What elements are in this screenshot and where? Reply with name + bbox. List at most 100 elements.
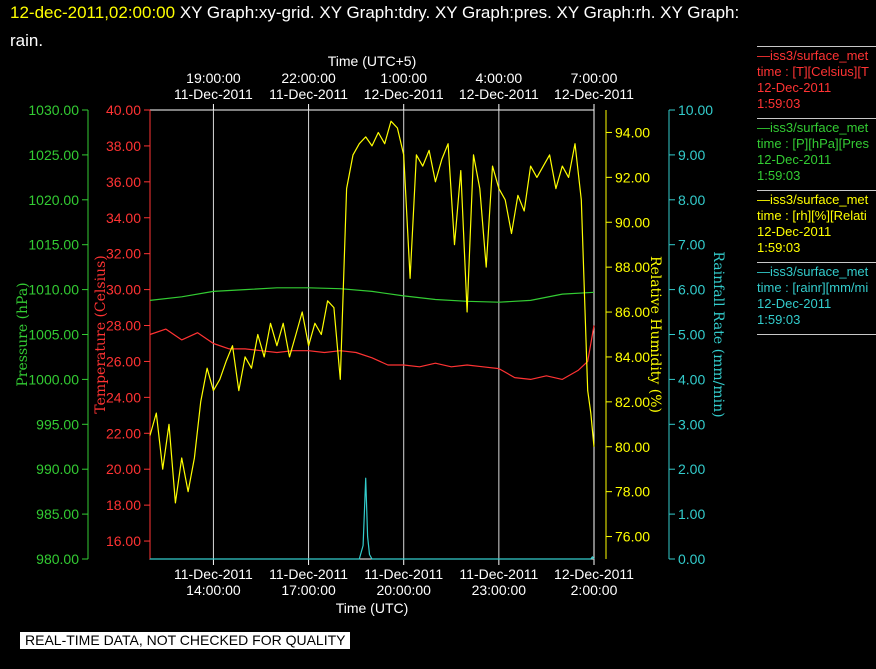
legend-entry-line1: —iss3/surface_met [757,264,869,279]
y-tick-label-temperature: 16.00 [106,533,141,549]
quality-banner: REAL-TIME DATA, NOT CHECKED FOR QUALITY [20,632,351,649]
x-tick-label: 14:00:00 [186,582,241,598]
series-line-temperature [149,325,595,380]
x-tick-label: 23:00:00 [472,582,527,598]
x-top-tick-label: 7:00:00 [571,70,618,86]
legend-entry-line3: 12-Dec-2011 [757,80,832,95]
legend-entry-line2: time : [rainr][mm/mi [757,280,869,295]
y-tick-label-rain: 9.00 [678,147,705,163]
x-top-axis-title: Time (UTC+5) [328,53,417,69]
y-tick-label-pressure: 1015.00 [28,237,79,253]
x-top-tick-label: 1:00:00 [380,70,427,86]
legend-entry-line4: 1:59:03 [757,168,801,183]
header-date: 12-dec-2011,02:00:00 [10,3,176,22]
series-line-rain [150,477,595,560]
x-top-tick-label: 12-Dec-2011 [554,86,634,102]
y-tick-label-humidity: 90.00 [615,214,650,230]
y-tick-label-temperature: 32.00 [106,246,141,262]
legend-entry-line4: 1:59:03 [757,96,801,111]
legend-entry-line3: 12-Dec-2011 [757,296,832,311]
y-axis-title-humidity: Relative Humidity (%) [647,256,663,413]
legend-entry-line4: 1:59:03 [757,312,801,327]
legend-separator [757,334,876,335]
y-tick-label-temperature: 20.00 [106,461,141,477]
y-tick-label-rain: 4.00 [678,371,705,387]
y-tick-label-humidity: 78.00 [615,484,650,500]
legend-entry-line2: time : [rh][%][Relati [757,208,867,223]
y-axis-title-temperature: Temperature (Celsius) [93,255,109,413]
header-graph-list: XY Graph:xy-grid. XY Graph:tdry. XY Grap… [175,3,740,22]
y-tick-label-rain: 0.00 [678,551,705,567]
x-top-tick-label: 19:00:00 [186,70,241,86]
y-tick-label-pressure: 1000.00 [28,371,79,387]
y-tick-label-pressure: 1025.00 [28,147,79,163]
legend-separator [757,262,876,263]
y-tick-label-rain: 2.00 [678,461,705,477]
legend-separator [757,118,876,119]
y-tick-label-temperature: 34.00 [106,210,141,226]
header-titles-line2: rain. [10,31,44,50]
y-tick-label-humidity: 84.00 [615,349,650,365]
y-tick-label-humidity: 94.00 [615,124,650,140]
y-tick-label-pressure: 1030.00 [28,102,79,118]
plot-frame [149,109,595,560]
y-tick-label-temperature: 24.00 [106,389,141,405]
x-tick-label: 2:00:00 [571,582,618,598]
x-top-tick-label: 11-Dec-2011 [174,86,253,102]
legend-entry-line2: time : [P][hPa][Pres [757,136,869,151]
y-tick-label-rain: 7.00 [678,237,705,253]
y-tick-label-temperature: 40.00 [106,102,141,118]
x-top-tick-label: 22:00:00 [281,70,336,86]
y-tick-label-humidity: 86.00 [615,304,650,320]
y-tick-label-humidity: 76.00 [615,529,650,545]
y-axis-title-rain: Rainfall Rate (mm/min) [710,251,726,417]
x-tick-label: 17:00:00 [281,582,336,598]
y-tick-label-temperature: 18.00 [106,497,141,513]
legend-entry-line1: —iss3/surface_met [757,192,869,207]
y-tick-label-rain: 5.00 [678,327,705,343]
y-tick-label-temperature: 28.00 [106,318,141,334]
x-tick-label: 11-Dec-2011 [459,566,538,582]
x-top-tick-label: 12-Dec-2011 [364,86,444,102]
y-tick-label-pressure: 995.00 [36,416,79,432]
legend-entry-line3: 12-Dec-2011 [757,224,832,239]
legend-entry-line1: —iss3/surface_met [757,48,869,63]
y-axis-title-pressure: Pressure (hPa) [15,282,31,386]
x-top-tick-label: 12-Dec-2011 [459,86,539,102]
y-tick-label-temperature: 38.00 [106,138,141,154]
y-tick-label-temperature: 22.00 [106,425,141,441]
y-tick-label-pressure: 1005.00 [28,327,79,343]
legend-entry: —iss3/surface_met time : [rainr][mm/mi 12-… [757,264,876,328]
header-titles: 12-dec-2011,02:00:00 XY Graph:xy-grid. X… [10,3,739,23]
y-tick-label-humidity: 82.00 [615,394,650,410]
x-tick-label: 12-Dec-2011 [554,566,634,582]
y-tick-label-humidity: 88.00 [615,259,650,275]
y-tick-label-rain: 1.00 [678,506,705,522]
y-tick-label-rain: 6.00 [678,282,705,298]
y-tick-label-temperature: 26.00 [106,353,141,369]
legend-entry-line4: 1:59:03 [757,240,801,255]
x-axis-title: Time (UTC) [336,600,409,616]
y-tick-label-rain: 10.00 [678,102,713,118]
y-tick-label-pressure: 980.00 [36,551,79,567]
legend-entry: —iss3/surface_met time : [rh][%][Relati 12… [757,192,876,256]
x-top-tick-label: 4:00:00 [475,70,522,86]
legend-entry-line3: 12-Dec-2011 [757,152,832,167]
y-tick-label-rain: 3.00 [678,416,705,432]
y-tick-label-temperature: 36.00 [106,174,141,190]
x-top-tick-label: 11-Dec-2011 [269,86,348,102]
series-line-humidity [149,120,595,504]
y-tick-label-pressure: 1010.00 [28,282,79,298]
legend-separator [757,190,876,191]
legend-entry-line2: time : [T][Celsius][T [757,64,869,79]
x-tick-label: 11-Dec-2011 [269,566,348,582]
y-tick-label-pressure: 985.00 [36,506,79,522]
y-tick-label-humidity: 80.00 [615,439,650,455]
y-tick-label-temperature: 30.00 [106,282,141,298]
x-tick-label: 11-Dec-2011 [364,566,443,582]
x-tick-label: 20:00:00 [376,582,431,598]
x-tick-label: 11-Dec-2011 [174,566,253,582]
y-tick-label-pressure: 1020.00 [28,192,79,208]
legend-entry-line1: —iss3/surface_met [757,120,869,135]
